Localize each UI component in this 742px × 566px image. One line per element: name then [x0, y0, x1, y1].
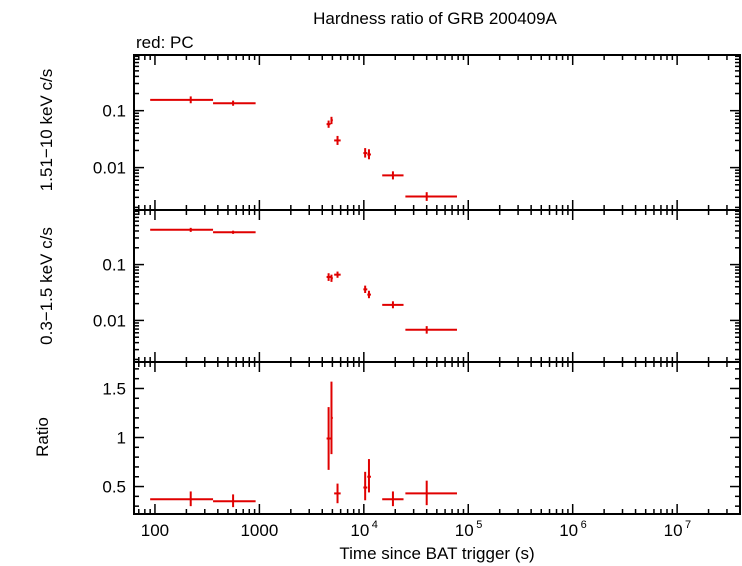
x-tick-label: 10 [350, 521, 369, 540]
x-tick-label: 10 [455, 521, 474, 540]
y-tick-label: 0.01 [93, 159, 126, 178]
x-axis-label: Time since BAT trigger (s) [339, 544, 534, 563]
x-tick-label: 10 [559, 521, 578, 540]
y-tick-label: 0.5 [102, 478, 126, 497]
y-axis-label-middle: 0.3−1.5 keV c/s [37, 227, 56, 345]
y-axis-label-top: 1.51−10 keV c/s [37, 69, 56, 191]
y-tick-label: 0.1 [102, 102, 126, 121]
x-tick-exponent: 6 [581, 519, 587, 531]
y-tick-label: 0.01 [93, 311, 126, 330]
y-tick-label: 0.1 [102, 256, 126, 275]
y-tick-label: 1 [117, 429, 126, 448]
x-tick-label: 10 [664, 521, 683, 540]
panel-frame-top [133, 54, 741, 211]
y-tick-label: 1.5 [102, 379, 126, 398]
y-axis-label-bottom: Ratio [33, 417, 52, 457]
x-tick-exponent: 7 [685, 519, 691, 531]
panel-frame-bottom [133, 361, 741, 515]
x-tick-exponent: 4 [372, 519, 378, 531]
x-tick-label: 1000 [240, 521, 278, 540]
chart-subtitle: red: PC [136, 33, 194, 52]
x-tick-label: 100 [141, 521, 169, 540]
x-tick-exponent: 5 [476, 519, 482, 531]
chart-title: Hardness ratio of GRB 200409A [313, 9, 557, 28]
